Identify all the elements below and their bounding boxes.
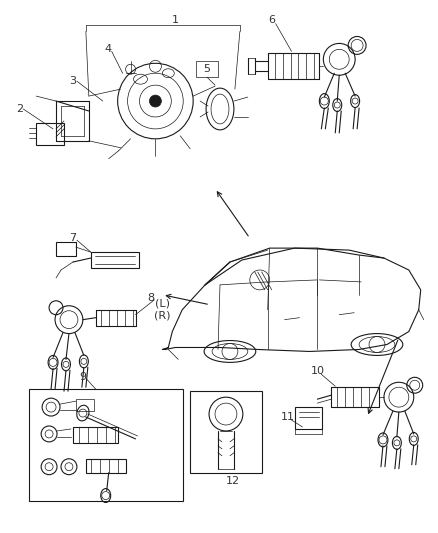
Circle shape	[149, 95, 161, 107]
Bar	[190, 391, 262, 473]
Text: 1: 1	[172, 14, 179, 25]
Bar	[29, 389, 183, 500]
Text: 6: 6	[268, 14, 275, 25]
Bar	[73, 427, 118, 443]
Text: 7: 7	[69, 233, 77, 243]
Text: 8: 8	[147, 293, 154, 303]
Text: 12: 12	[226, 475, 240, 486]
Bar	[86, 459, 126, 473]
Bar	[91, 252, 138, 268]
Text: (R): (R)	[154, 311, 171, 321]
Text: 4: 4	[104, 44, 111, 54]
Text: 3: 3	[70, 76, 77, 86]
Bar	[196, 61, 218, 77]
Text: 9: 9	[79, 372, 86, 382]
Bar	[36, 123, 64, 145]
Text: 10: 10	[311, 366, 325, 376]
Bar	[56, 242, 76, 256]
Text: 11: 11	[281, 412, 295, 422]
Text: 2: 2	[16, 104, 23, 114]
Bar	[294, 407, 322, 429]
Bar	[76, 399, 94, 411]
Text: 5: 5	[204, 64, 211, 74]
Text: (L): (L)	[155, 299, 170, 309]
